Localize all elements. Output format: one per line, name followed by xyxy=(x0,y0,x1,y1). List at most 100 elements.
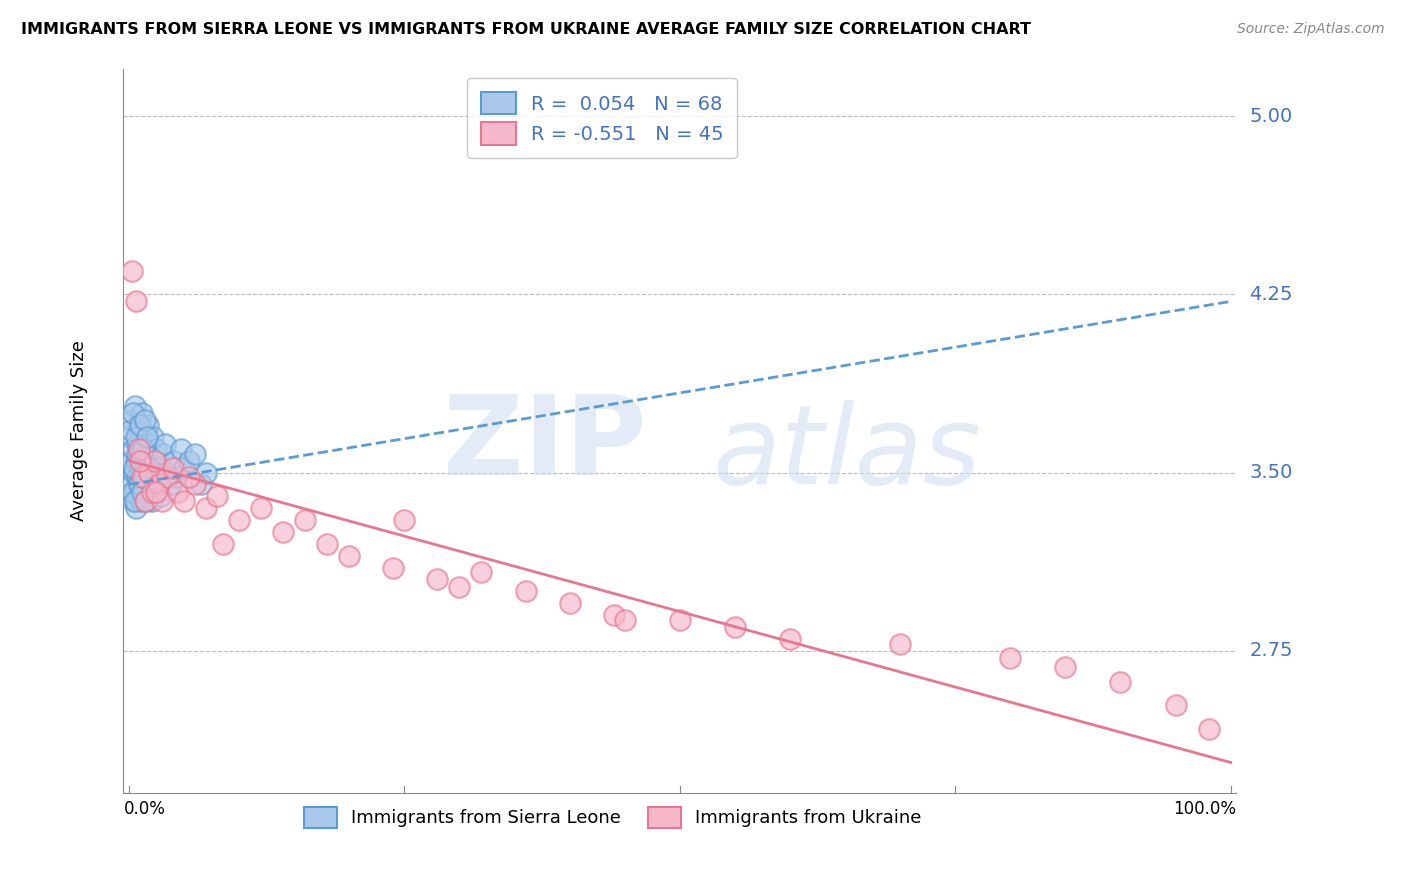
Point xyxy=(271,524,294,539)
Point xyxy=(127,417,149,432)
Text: ZIP: ZIP xyxy=(443,391,647,498)
Point xyxy=(131,480,153,494)
Point xyxy=(449,580,471,594)
Point xyxy=(122,442,145,456)
Point xyxy=(136,417,159,432)
Point xyxy=(779,632,801,646)
Point xyxy=(515,584,537,599)
Point xyxy=(134,494,156,508)
Point xyxy=(1164,698,1187,713)
Point xyxy=(129,460,152,475)
Point xyxy=(138,466,160,480)
Point xyxy=(131,442,153,456)
Text: atlas: atlas xyxy=(713,400,981,507)
Point xyxy=(138,460,160,475)
Text: IMMIGRANTS FROM SIERRA LEONE VS IMMIGRANTS FROM UKRAINE AVERAGE FAMILY SIZE CORR: IMMIGRANTS FROM SIERRA LEONE VS IMMIGRAN… xyxy=(21,22,1031,37)
Point xyxy=(205,489,228,503)
Point xyxy=(148,477,170,491)
Point xyxy=(128,489,150,503)
Point xyxy=(138,475,160,489)
Point xyxy=(167,484,190,499)
Point xyxy=(121,413,143,427)
Text: 100.0%: 100.0% xyxy=(1173,800,1236,819)
Point xyxy=(163,453,186,467)
Point xyxy=(184,446,207,460)
Point xyxy=(195,466,218,480)
Text: 5.00: 5.00 xyxy=(1250,106,1292,126)
Point xyxy=(1000,651,1022,665)
Point xyxy=(141,494,163,508)
Point xyxy=(131,484,153,499)
Point xyxy=(148,460,170,475)
Point xyxy=(128,442,150,456)
Point xyxy=(143,453,166,467)
Point xyxy=(190,477,212,491)
Point xyxy=(124,294,146,309)
Point xyxy=(124,494,146,508)
Point xyxy=(120,430,142,444)
Point xyxy=(132,470,155,484)
Text: Average Family Size: Average Family Size xyxy=(70,341,89,521)
Point xyxy=(132,470,155,484)
Point xyxy=(124,484,146,499)
Point xyxy=(152,446,174,460)
Point xyxy=(122,466,145,480)
Point xyxy=(129,453,152,467)
Point xyxy=(159,477,181,491)
Legend: Immigrants from Sierra Leone, Immigrants from Ukraine: Immigrants from Sierra Leone, Immigrants… xyxy=(297,800,929,835)
Point xyxy=(179,453,201,467)
Point xyxy=(156,470,179,484)
Point xyxy=(156,466,179,480)
Point xyxy=(131,406,153,420)
Point xyxy=(558,596,581,610)
Point xyxy=(889,637,911,651)
Point xyxy=(122,460,145,475)
Point xyxy=(139,437,162,451)
Point xyxy=(166,470,188,484)
Point xyxy=(129,453,152,467)
Point xyxy=(125,430,148,444)
Point xyxy=(337,549,360,563)
Point xyxy=(426,573,449,587)
Point xyxy=(143,453,166,467)
Point xyxy=(150,494,173,508)
Point xyxy=(382,560,405,574)
Point xyxy=(170,442,193,456)
Point xyxy=(139,466,162,480)
Point xyxy=(132,442,155,456)
Point xyxy=(135,446,157,460)
Point xyxy=(179,470,201,484)
Point xyxy=(668,613,690,627)
Point xyxy=(134,484,156,499)
Point xyxy=(142,430,165,444)
Point xyxy=(135,494,157,508)
Point xyxy=(145,442,167,456)
Point xyxy=(120,423,142,437)
Point xyxy=(129,423,152,437)
Point xyxy=(173,460,195,475)
Point xyxy=(1109,674,1132,689)
Point xyxy=(470,566,492,580)
Point xyxy=(149,489,172,503)
Point xyxy=(211,537,233,551)
Point xyxy=(294,513,316,527)
Point xyxy=(184,477,207,491)
Text: 4.25: 4.25 xyxy=(1250,285,1294,304)
Point xyxy=(145,484,167,499)
Point xyxy=(316,537,339,551)
Point xyxy=(121,263,143,277)
Point xyxy=(121,484,143,499)
Point xyxy=(125,437,148,451)
Point xyxy=(602,608,624,623)
Point xyxy=(128,446,150,460)
Point xyxy=(250,501,273,516)
Point xyxy=(124,399,146,413)
Point xyxy=(141,484,163,499)
Point xyxy=(155,437,177,451)
Point xyxy=(136,430,159,444)
Point xyxy=(128,477,150,491)
Point xyxy=(128,417,150,432)
Point xyxy=(173,494,195,508)
Text: 2.75: 2.75 xyxy=(1250,641,1294,660)
Point xyxy=(195,501,218,516)
